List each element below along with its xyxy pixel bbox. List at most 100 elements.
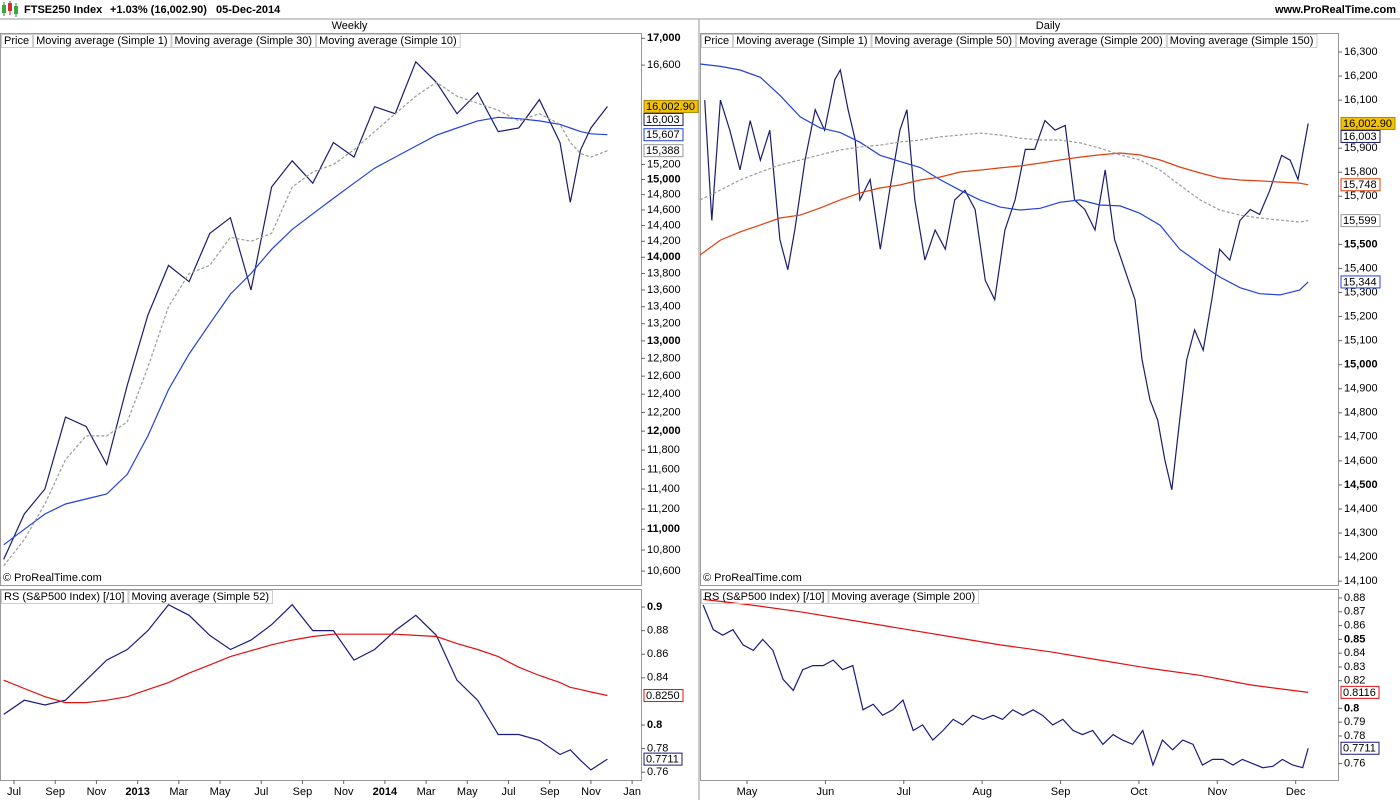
y-tick-label: 0.86: [1344, 619, 1365, 631]
y-tick-label: 14,600: [647, 204, 681, 216]
y-tick-label: 12,400: [647, 388, 681, 400]
panel-title: Daily: [1036, 20, 1061, 32]
last-value-tag: [1340, 685, 1380, 699]
y-tick-label: 0.78: [647, 743, 668, 755]
series-line: [3, 603, 608, 771]
y-tick-label: 14,500: [1344, 479, 1378, 491]
y-tick-label: 0.79: [1344, 716, 1365, 728]
last-value-label: 15,607: [646, 129, 680, 141]
panel-title: Weekly: [332, 20, 368, 32]
last-value-label: 16,003: [646, 114, 680, 126]
series-line: [3, 60, 608, 560]
last-value-tag: [1340, 116, 1396, 130]
legend-entry: Price: [704, 35, 729, 47]
last-value-label: 0.8250: [646, 690, 680, 702]
y-tick-label: 0.76: [647, 766, 668, 778]
y-tick-label: 0.87: [1344, 606, 1365, 618]
symbol: FTSE250 Index: [24, 4, 103, 16]
series-line: [704, 68, 1309, 490]
y-tick-label: 15,500: [1344, 238, 1378, 250]
y-tick-label: 11,000: [647, 523, 680, 535]
y-tick-label: 15,400: [1344, 262, 1378, 274]
legend-entry: Moving average (Simple 50): [875, 35, 1013, 47]
x-tick-label: May: [737, 786, 758, 798]
y-tick-label: 0.9: [647, 601, 662, 613]
x-tick-label: Jul: [501, 786, 515, 798]
x-tick-label: Dec: [1286, 786, 1306, 798]
legend-entry: Moving average (Simple 200): [1019, 35, 1163, 47]
watermark: © ProRealTime.com: [703, 572, 802, 584]
y-tick-label: 13,200: [647, 318, 681, 330]
y-tick-label: 14,100: [1344, 575, 1378, 587]
legend-box: [1166, 34, 1318, 48]
series-line: [699, 132, 1309, 223]
y-tick-label: 13,400: [647, 301, 681, 313]
x-tick-label: Sep: [1051, 786, 1071, 798]
legend-entry: Moving average (Simple 150): [1170, 35, 1314, 47]
x-tick-label: Aug: [972, 786, 992, 798]
legend-entry: Price: [4, 35, 29, 47]
legend-box: [316, 34, 461, 48]
y-tick-label: 15,700: [1344, 190, 1378, 202]
y-tick-label: 0.76: [1344, 757, 1365, 769]
x-tick-label: Jan: [623, 786, 641, 798]
legend-entry: Moving average (Simple 52): [131, 591, 269, 603]
x-tick-label: Sep: [45, 786, 65, 798]
y-tick-label: 11,200: [647, 503, 680, 515]
y-tick-label: 14,400: [1344, 503, 1378, 515]
x-tick-label: May: [457, 786, 478, 798]
y-tick-label: 14,200: [1344, 551, 1378, 563]
y-tick-label: 15,100: [1344, 335, 1378, 347]
site: www.ProRealTime.com: [1274, 4, 1396, 16]
x-tick-label: Mar: [169, 786, 188, 798]
series-line: [3, 116, 608, 546]
y-tick-label: 15,800: [1344, 166, 1378, 178]
x-tick-label: Nov: [581, 786, 601, 798]
legend-entry: Moving average (Simple 200): [831, 591, 975, 603]
y-tick-label: 12,000: [647, 425, 681, 437]
x-tick-label: Sep: [293, 786, 313, 798]
series-line: [702, 604, 1309, 769]
y-tick-label: 10,800: [647, 544, 681, 556]
y-tick-label: 0.84: [647, 672, 668, 684]
last-value-label: 16,002.90: [646, 101, 695, 113]
y-tick-label: 0.8: [647, 719, 662, 731]
y-tick-label: 12,800: [647, 352, 681, 364]
y-tick-label: 13,600: [647, 284, 681, 296]
last-value-tag: [1340, 214, 1381, 228]
legend-entry: Moving average (Simple 1): [736, 35, 867, 47]
legend-box: [128, 590, 274, 604]
y-tick-label: 14,300: [1344, 527, 1378, 539]
y-tick-label: 0.86: [647, 648, 668, 660]
last-value-tag: [643, 689, 684, 703]
legend-entry: Moving average (Simple 1): [36, 35, 167, 47]
y-tick-label: 0.84: [1344, 647, 1365, 659]
change: +1.03% (16,002.90): [110, 4, 207, 16]
x-tick-label: Nov: [87, 786, 107, 798]
last-value-label: 0.7711: [646, 754, 679, 766]
legend-box: [33, 34, 172, 48]
last-value-tag: [1340, 178, 1381, 192]
plot-frame: [0, 33, 642, 586]
last-value-tag: [1340, 275, 1381, 289]
y-tick-label: 16,300: [1344, 46, 1378, 58]
y-tick-label: 15,900: [1344, 142, 1378, 154]
y-tick-label: 0.88: [1344, 592, 1365, 604]
date: 05-Dec-2014: [216, 4, 281, 16]
last-value-label: 15,599: [1343, 215, 1377, 227]
y-tick-label: 13,000: [647, 335, 681, 347]
last-value-label: 15,344: [1343, 276, 1377, 288]
x-tick-label: Nov: [334, 786, 354, 798]
y-tick-label: 16,200: [1344, 70, 1378, 82]
y-tick-label: 0.85: [1344, 633, 1365, 645]
y-tick-label: 14,400: [647, 219, 681, 231]
y-tick-label: 14,600: [1344, 455, 1378, 467]
series-line: [699, 63, 1309, 296]
x-tick-label: Oct: [1130, 786, 1147, 798]
series-line: [703, 598, 1309, 693]
x-tick-label: Jul: [897, 786, 911, 798]
x-tick-label: Nov: [1208, 786, 1228, 798]
legend-box: [1, 590, 129, 604]
plot-frame: [700, 589, 1339, 781]
y-tick-label: 10,600: [647, 565, 681, 577]
